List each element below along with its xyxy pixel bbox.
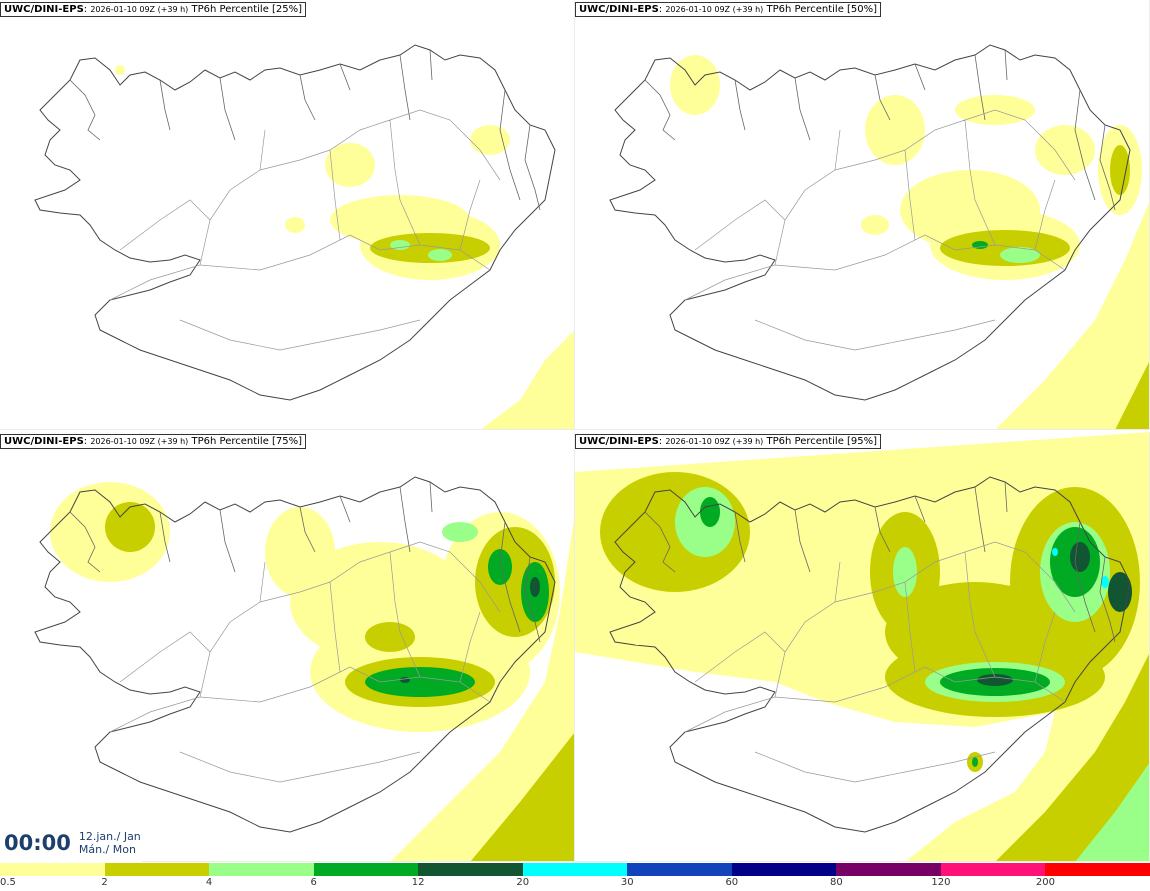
valid-time-clock: 00:00	[4, 831, 71, 855]
legend-tick-label: 30	[620, 877, 634, 888]
legend-swatch	[0, 863, 105, 876]
map-panel-p25: UWC/DINI-EPS: 2026-01-10 09Z (+39 h) TP6…	[0, 0, 575, 430]
legend-tick-label: 120	[931, 877, 951, 888]
run-date: 2026-01-10 09Z (+39 h)	[665, 5, 764, 14]
legend-swatch	[522, 863, 628, 876]
legend-tick-label: 200	[1035, 877, 1055, 888]
map-panel-p75: UWC/DINI-EPS: 2026-01-10 09Z (+39 h) TP6…	[0, 432, 575, 862]
model-name: UWC/DINI-EPS	[4, 436, 84, 447]
panel-title: UWC/DINI-EPS: 2026-01-10 09Z (+39 h) TP6…	[0, 2, 307, 17]
map-panel-p50: UWC/DINI-EPS: 2026-01-10 09Z (+39 h) TP6…	[575, 0, 1150, 430]
run-date: 2026-01-10 09Z (+39 h)	[90, 437, 189, 446]
valid-time-box: 00:00 12.jan./ Jan Mán./ Mon	[0, 824, 142, 862]
legend-swatch	[1045, 863, 1150, 876]
run-date: 2026-01-10 09Z (+39 h)	[665, 437, 764, 446]
panel-title: UWC/DINI-EPS: 2026-01-10 09Z (+39 h) TP6…	[575, 2, 882, 17]
model-name: UWC/DINI-EPS	[579, 436, 659, 447]
map-panel-p95: UWC/DINI-EPS: 2026-01-10 09Z (+39 h) TP6…	[575, 432, 1150, 862]
legend-swatch	[836, 863, 941, 876]
precip-map-p75	[34, 476, 574, 861]
precip-map-p95	[575, 432, 1149, 861]
legend-tick-label: 2	[101, 877, 108, 888]
legend-swatch	[104, 863, 210, 876]
legend-tick-label: 4	[205, 877, 213, 888]
legend-ticks: 0.5 2 4 6 12 20 30 60 80 120 200	[0, 877, 1150, 891]
valid-weekday: Mán./ Mon	[78, 843, 136, 856]
product-title: TP6h Percentile [25%]	[191, 4, 303, 15]
legend-swatch	[731, 863, 837, 876]
legend-tick-label: 60	[725, 877, 739, 888]
legend-tick-label: 12	[411, 877, 425, 888]
precip-color-legend	[0, 863, 1150, 876]
legend-swatch	[209, 863, 314, 876]
model-name: UWC/DINI-EPS	[579, 4, 659, 15]
legend-tick-label: 80	[829, 877, 843, 888]
legend-tick-label: 6	[310, 877, 317, 888]
valid-day-info: 12.jan./ Jan Mán./ Mon	[79, 830, 141, 856]
legend-tick-label: 20	[516, 877, 530, 888]
legend-swatch	[627, 863, 732, 876]
legend-tick-label: 0.5	[0, 877, 16, 888]
product-title: TP6h Percentile [95%]	[766, 436, 878, 447]
legend-swatch	[418, 863, 523, 876]
run-date: 2026-01-10 09Z (+39 h)	[90, 5, 189, 14]
product-title: TP6h Percentile [50%]	[766, 4, 878, 15]
precip-map-p50	[609, 44, 1149, 429]
product-title: TP6h Percentile [75%]	[191, 436, 303, 447]
panel-title: UWC/DINI-EPS: 2026-01-10 09Z (+39 h) TP6…	[575, 434, 882, 449]
panel-title: UWC/DINI-EPS: 2026-01-10 09Z (+39 h) TP6…	[0, 434, 307, 449]
legend-swatch	[313, 863, 419, 876]
precip-map-p25	[34, 44, 574, 429]
legend-swatch	[940, 863, 1046, 876]
model-name: UWC/DINI-EPS	[4, 4, 84, 15]
valid-date: 12.jan./ Jan	[78, 830, 141, 843]
